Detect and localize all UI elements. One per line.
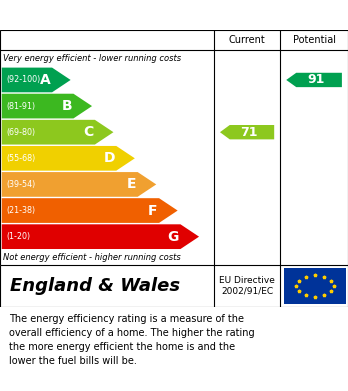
Polygon shape: [2, 94, 92, 118]
Text: (92-100): (92-100): [6, 75, 40, 84]
Polygon shape: [2, 224, 199, 249]
Text: F: F: [148, 204, 158, 217]
Text: (1-20): (1-20): [6, 232, 30, 241]
Polygon shape: [2, 146, 135, 170]
Text: Not energy efficient - higher running costs: Not energy efficient - higher running co…: [3, 253, 181, 262]
Text: 71: 71: [240, 126, 258, 139]
Polygon shape: [2, 68, 71, 92]
Text: England & Wales: England & Wales: [10, 277, 181, 295]
Text: D: D: [103, 151, 115, 165]
Text: EU Directive
2002/91/EC: EU Directive 2002/91/EC: [219, 276, 275, 296]
Text: Very energy efficient - lower running costs: Very energy efficient - lower running co…: [3, 54, 181, 63]
Text: 91: 91: [307, 74, 324, 86]
Text: C: C: [83, 125, 94, 139]
Text: The energy efficiency rating is a measure of the
overall efficiency of a home. T: The energy efficiency rating is a measur…: [9, 314, 254, 366]
Polygon shape: [2, 198, 177, 223]
Polygon shape: [2, 120, 113, 145]
Text: Current: Current: [229, 35, 266, 45]
Text: (21-38): (21-38): [6, 206, 35, 215]
Bar: [284, 268, 346, 304]
Text: (55-68): (55-68): [6, 154, 35, 163]
Text: Potential: Potential: [293, 35, 335, 45]
Text: Energy Efficiency Rating: Energy Efficiency Rating: [69, 7, 279, 23]
Polygon shape: [2, 172, 156, 197]
Text: G: G: [168, 230, 179, 244]
Polygon shape: [286, 73, 342, 87]
Text: (81-91): (81-91): [6, 102, 35, 111]
Text: (39-54): (39-54): [6, 180, 35, 189]
Polygon shape: [220, 125, 274, 139]
Text: B: B: [62, 99, 72, 113]
Text: A: A: [40, 73, 51, 87]
Text: (69-80): (69-80): [6, 128, 35, 137]
Text: E: E: [127, 178, 136, 192]
